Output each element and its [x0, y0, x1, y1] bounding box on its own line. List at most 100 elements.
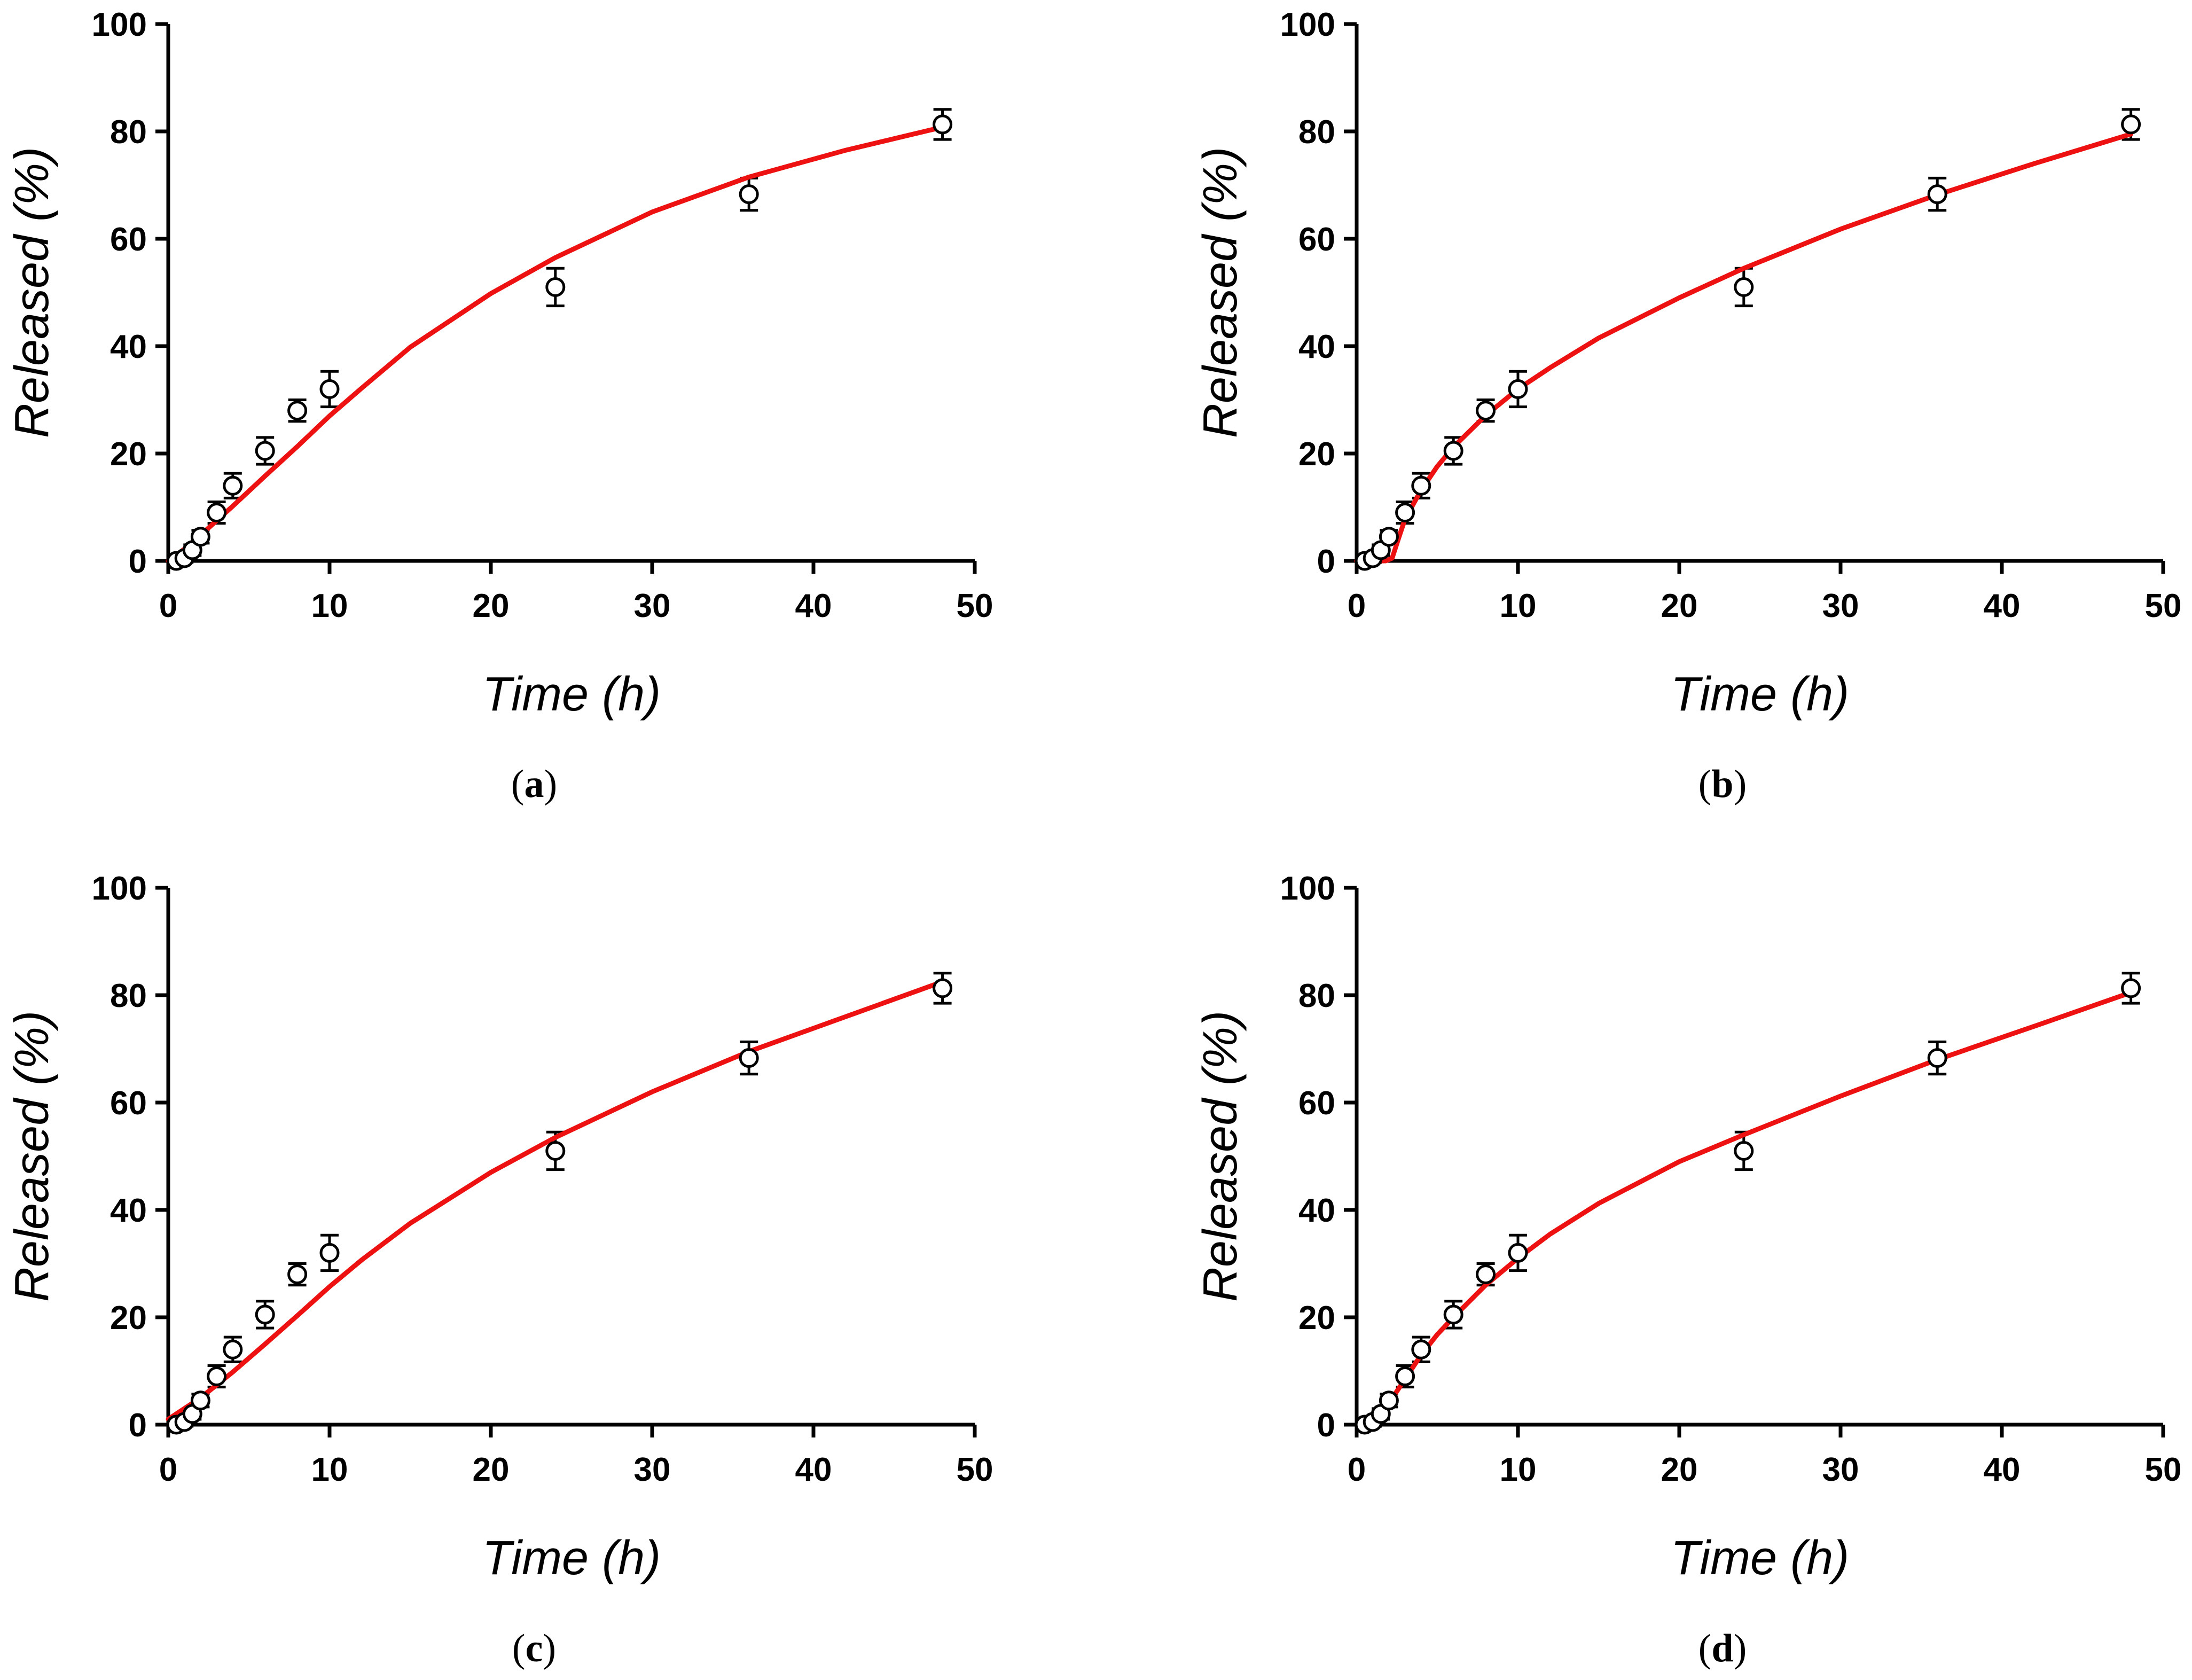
fit-curve-fit	[1354, 131, 2134, 564]
data-point	[933, 978, 953, 998]
data-point	[1395, 503, 1415, 523]
data-point	[319, 1243, 340, 1263]
x-axis-title: Time (h)	[1671, 1531, 1849, 1585]
x-tick-label: 10	[311, 1451, 348, 1488]
x-tick-label: 0	[1348, 588, 1366, 624]
data-point	[1411, 1339, 1431, 1359]
panel-c: 0 20 40 60 80 100 0 10 20 30 40 50 Time (h) Released …	[5, 870, 993, 1670]
data-point	[1476, 1264, 1496, 1285]
x-axis-title: Time (h)	[1671, 668, 1849, 721]
data-point	[223, 1339, 243, 1359]
y-tick-label: 40	[1298, 329, 1335, 365]
y-tick-label: 100	[1280, 870, 1335, 907]
y-tick-label: 40	[110, 1192, 147, 1229]
data-point	[319, 379, 340, 399]
y-tick-label: 60	[1298, 221, 1335, 258]
data-point	[739, 184, 759, 205]
data-point	[739, 1048, 759, 1068]
data-point	[223, 475, 243, 496]
panel-caption-letter: b	[1711, 762, 1733, 806]
y-tick-label: 40	[110, 329, 147, 365]
fit-curve-fit	[166, 979, 945, 1422]
x-axis-title: Time (h)	[482, 1531, 661, 1585]
x-tick-label: 30	[1822, 588, 1859, 624]
y-tick-label: 20	[1298, 1300, 1335, 1337]
data-point	[287, 401, 308, 421]
y-tick-label: 80	[1298, 978, 1335, 1014]
data-point	[1411, 475, 1431, 496]
panel-caption-letter: d	[1711, 1627, 1733, 1670]
data-point	[1476, 401, 1496, 421]
data-point	[255, 1304, 275, 1325]
data-point	[287, 1264, 308, 1285]
y-tick-label: 100	[92, 6, 147, 43]
data-point	[1443, 441, 1463, 461]
data-point	[1508, 379, 1528, 399]
data-point	[1927, 184, 1947, 205]
x-tick-label: 0	[159, 1451, 177, 1488]
data-point	[1395, 1366, 1415, 1387]
fit-curve-fit	[1362, 990, 2134, 1427]
y-axis-title: Released (%)	[5, 147, 59, 438]
x-tick-label: 50	[2145, 1451, 2182, 1488]
panel-caption-letter: a	[524, 762, 544, 806]
y-tick-label: 80	[1298, 114, 1335, 151]
x-tick-label: 10	[1500, 588, 1537, 624]
y-tick-label: 100	[1280, 6, 1335, 43]
panel-caption-close: )	[1734, 1627, 1747, 1670]
panel-caption: (d)	[1698, 1627, 1747, 1670]
data-point	[545, 1140, 566, 1161]
y-tick-label: 60	[1298, 1085, 1335, 1122]
data-point	[190, 1390, 210, 1411]
data-point	[545, 277, 566, 297]
y-tick-label: 40	[1298, 1192, 1335, 1229]
data-point	[1508, 1243, 1528, 1263]
x-tick-label: 40	[1984, 1451, 2021, 1488]
x-tick-label: 0	[1348, 1451, 1366, 1488]
data-point	[1734, 277, 1754, 297]
fit-curve-fit	[166, 124, 945, 564]
y-tick-label: 0	[1317, 543, 1335, 580]
panel-caption-close: )	[1734, 762, 1747, 806]
y-tick-label: 100	[92, 870, 147, 907]
y-tick-label: 80	[110, 114, 147, 151]
y-tick-label: 80	[110, 978, 147, 1014]
y-axis-title: Released (%)	[1194, 1011, 1247, 1302]
y-tick-label: 20	[1298, 436, 1335, 473]
x-tick-label: 0	[159, 588, 177, 624]
data-point	[2121, 978, 2141, 998]
data-point	[1379, 527, 1399, 547]
data-point	[1734, 1140, 1754, 1161]
panel-caption-open: (	[512, 1627, 526, 1670]
x-tick-label: 50	[957, 588, 993, 624]
panel-a: 0 20 40 60 80 100 0 10 20 30 40 50 Time (h) Released …	[5, 6, 993, 806]
y-tick-label: 0	[129, 1407, 147, 1444]
panel-caption: (a)	[511, 762, 557, 806]
y-tick-label: 0	[1317, 1407, 1335, 1444]
x-tick-label: 50	[2145, 588, 2182, 624]
data-point	[1379, 1390, 1399, 1411]
panel-caption-close: )	[543, 1627, 556, 1670]
data-point	[933, 114, 953, 135]
x-axis-title: Time (h)	[482, 668, 661, 721]
panel-caption-open: (	[1698, 762, 1712, 806]
y-tick-label: 60	[110, 1085, 147, 1122]
x-tick-label: 30	[1822, 1451, 1859, 1488]
y-axis-title: Released (%)	[1194, 147, 1247, 438]
panel-b: 0 20 40 60 80 100 0 10 20 30 40 50 Time (h) Released …	[1194, 6, 2181, 806]
y-axis-title: Released (%)	[5, 1011, 59, 1302]
x-tick-label: 30	[634, 1451, 671, 1488]
data-point	[1927, 1048, 1947, 1068]
panel-caption: (b)	[1698, 762, 1747, 806]
data-point	[2121, 114, 2141, 135]
y-tick-label: 60	[110, 221, 147, 258]
data-point	[1443, 1304, 1463, 1325]
data-point	[207, 503, 227, 523]
x-tick-label: 20	[473, 1451, 510, 1488]
panel-caption: (c)	[512, 1627, 556, 1670]
y-tick-label: 0	[129, 543, 147, 580]
x-tick-label: 50	[957, 1451, 993, 1488]
y-tick-label: 20	[110, 436, 147, 473]
y-tick-label: 20	[110, 1300, 147, 1337]
